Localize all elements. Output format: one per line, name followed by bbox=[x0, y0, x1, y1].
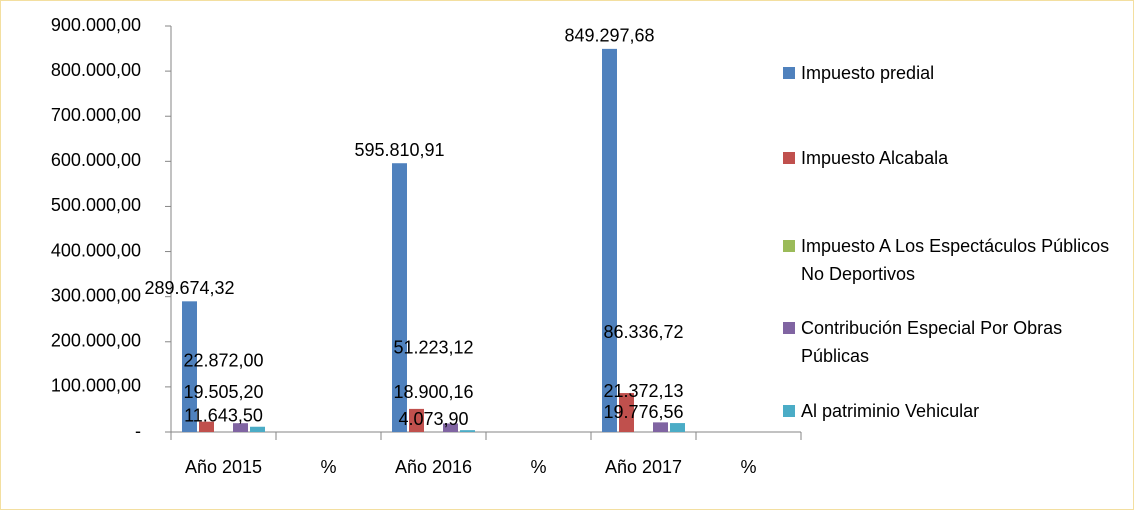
data-label: 4.073,90 bbox=[398, 409, 468, 429]
x-tick-label: Año 2017 bbox=[605, 457, 682, 477]
legend-swatch bbox=[783, 240, 795, 252]
y-tick-label: 800.000,00 bbox=[51, 60, 141, 80]
legend-swatch bbox=[783, 322, 795, 334]
y-tick-label: - bbox=[135, 421, 141, 441]
y-tick-label: 100.000,00 bbox=[51, 376, 141, 396]
legend-item: Al patriminio Vehicular bbox=[783, 397, 979, 425]
x-tick-label: Año 2015 bbox=[185, 457, 262, 477]
y-tick-label: 600.000,00 bbox=[51, 150, 141, 170]
data-label: 86.336,72 bbox=[603, 322, 683, 342]
bar bbox=[199, 421, 214, 432]
data-label: 595.810,91 bbox=[354, 140, 444, 160]
bar bbox=[182, 301, 197, 432]
x-tick-label: % bbox=[530, 457, 546, 477]
bar bbox=[409, 408, 424, 432]
bar bbox=[460, 430, 475, 432]
y-tick-label: 700.000,00 bbox=[51, 105, 141, 125]
data-label: 849.297,68 bbox=[564, 26, 654, 46]
y-tick-label: 200.000,00 bbox=[51, 331, 141, 351]
y-tick-label: 400.000,00 bbox=[51, 240, 141, 260]
legend-swatch bbox=[783, 405, 795, 417]
data-label: 11.643,50 bbox=[184, 405, 263, 425]
bar bbox=[392, 163, 407, 432]
data-label: 51.223,12 bbox=[393, 338, 473, 358]
x-tick-label: % bbox=[740, 457, 756, 477]
legend-label: Impuesto Alcabala bbox=[801, 148, 949, 168]
legend-item: Contribución Especial Por Obras Públicas bbox=[783, 314, 1128, 370]
legend-item: Impuesto A Los Espectáculos Públicos No … bbox=[783, 232, 1128, 288]
bar bbox=[653, 422, 668, 432]
legend-item: Impuesto predial bbox=[783, 59, 934, 87]
legend-label: Impuesto A Los Espectáculos Públicos No … bbox=[801, 236, 1110, 284]
legend-swatch bbox=[783, 67, 795, 79]
bar bbox=[250, 426, 265, 432]
bar bbox=[619, 393, 634, 432]
bar bbox=[670, 423, 685, 432]
y-tick-label: 900.000,00 bbox=[51, 15, 141, 35]
legend-label: Al patriminio Vehicular bbox=[801, 401, 980, 421]
bar bbox=[602, 48, 617, 433]
bar bbox=[233, 423, 248, 432]
data-label: 19.776,56 bbox=[603, 402, 683, 422]
data-label: 289.674,32 bbox=[144, 278, 234, 298]
y-tick-label: 500.000,00 bbox=[51, 195, 141, 215]
data-label: 22.872,00 bbox=[183, 350, 263, 370]
legend-item: Impuesto Alcabala bbox=[783, 144, 948, 172]
data-label: 21.372,13 bbox=[603, 381, 683, 401]
data-label: 18.900,16 bbox=[393, 382, 473, 402]
legend-label: Impuesto predial bbox=[801, 63, 935, 83]
data-label: 19.505,20 bbox=[183, 382, 263, 402]
y-tick-label: 300.000,00 bbox=[51, 285, 141, 305]
bar bbox=[443, 423, 458, 432]
legend-swatch bbox=[783, 152, 795, 164]
x-tick-label: Año 2016 bbox=[395, 457, 472, 477]
x-tick-label: % bbox=[320, 457, 336, 477]
legend-label: Contribución Especial Por Obras Públicas bbox=[801, 318, 1063, 366]
